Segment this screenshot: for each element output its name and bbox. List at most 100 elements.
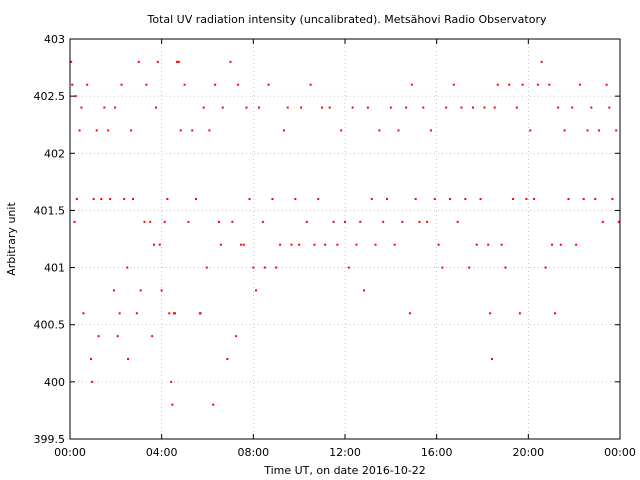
data-point	[344, 220, 346, 223]
data-point	[370, 198, 373, 200]
data-point	[594, 198, 597, 200]
x-tick-label: 12:00	[329, 446, 361, 459]
data-point	[525, 198, 528, 200]
data-point	[179, 129, 182, 132]
data-point	[123, 198, 126, 200]
data-point	[386, 198, 389, 200]
data-point	[139, 289, 142, 292]
x-tick-label: 04:00	[146, 446, 178, 459]
data-point	[130, 129, 133, 132]
data-point	[109, 198, 112, 200]
data-point	[418, 220, 421, 223]
data-point	[126, 266, 129, 269]
data-point	[107, 129, 110, 132]
data-point	[294, 198, 297, 200]
data-point	[82, 312, 85, 315]
data-point	[586, 129, 589, 132]
data-point	[405, 106, 408, 109]
data-point	[118, 312, 121, 315]
data-point	[321, 106, 324, 109]
data-point	[237, 83, 240, 86]
data-point	[471, 106, 474, 109]
data-point	[433, 198, 436, 200]
data-point	[261, 220, 264, 223]
data-point	[205, 266, 208, 269]
data-point	[464, 198, 467, 200]
data-point	[426, 220, 429, 223]
data-point	[571, 106, 574, 109]
data-point	[355, 243, 358, 246]
data-point	[127, 358, 130, 360]
data-point	[221, 106, 224, 109]
data-point	[153, 243, 156, 246]
data-point	[483, 106, 486, 109]
data-point	[397, 129, 400, 132]
data-point	[340, 129, 343, 132]
data-point	[208, 129, 211, 132]
data-point	[214, 83, 217, 86]
data-point	[135, 312, 138, 315]
data-point	[171, 403, 174, 406]
data-point	[536, 83, 539, 86]
data-point	[551, 243, 554, 246]
data-point	[187, 220, 190, 223]
data-point	[608, 106, 611, 109]
data-point	[328, 106, 331, 109]
y-tick-label: 399.5	[34, 433, 66, 446]
data-point	[235, 335, 238, 338]
data-point	[590, 106, 593, 109]
data-point	[449, 198, 452, 200]
data-point	[163, 220, 166, 223]
data-points	[70, 60, 620, 406]
data-point	[518, 312, 521, 315]
data-point	[286, 106, 289, 109]
y-tick-label: 400.5	[34, 319, 66, 332]
data-point	[582, 198, 585, 200]
data-point	[359, 220, 362, 223]
data-point	[217, 220, 220, 223]
data-point	[175, 60, 178, 63]
data-point	[151, 335, 154, 338]
data-point	[248, 198, 251, 200]
data-point	[393, 243, 396, 246]
data-point	[263, 266, 266, 269]
data-point	[521, 83, 524, 86]
data-point	[80, 106, 83, 109]
data-point	[156, 60, 159, 63]
data-point	[255, 289, 258, 292]
data-point	[410, 83, 413, 86]
data-point	[548, 83, 551, 86]
y-tick-label: 401	[44, 262, 65, 275]
data-point	[143, 220, 146, 223]
data-point	[489, 312, 492, 315]
data-point	[512, 198, 515, 200]
data-point	[149, 220, 152, 223]
data-point	[199, 312, 202, 315]
data-point	[168, 312, 171, 315]
data-point	[313, 243, 316, 246]
data-point	[202, 106, 205, 109]
x-axis-title: Time UT, on date 2016-10-22	[263, 464, 426, 477]
data-point	[460, 106, 463, 109]
data-point	[300, 106, 303, 109]
data-point	[258, 106, 261, 109]
data-point	[491, 358, 494, 360]
x-tick-label: 08:00	[237, 446, 269, 459]
data-point	[116, 335, 119, 338]
data-point	[544, 266, 547, 269]
y-tick-label: 401.5	[34, 204, 66, 217]
data-point	[112, 289, 115, 292]
data-point	[212, 403, 215, 406]
data-point	[158, 243, 161, 246]
data-point	[559, 243, 562, 246]
data-point	[378, 129, 381, 132]
data-point	[452, 83, 455, 86]
data-point	[554, 312, 557, 315]
y-tick-label: 402.5	[34, 90, 66, 103]
data-point	[154, 106, 157, 109]
data-point	[90, 358, 93, 360]
data-point	[305, 220, 308, 223]
data-point	[95, 129, 98, 132]
data-point	[74, 95, 77, 98]
data-point	[145, 83, 148, 86]
